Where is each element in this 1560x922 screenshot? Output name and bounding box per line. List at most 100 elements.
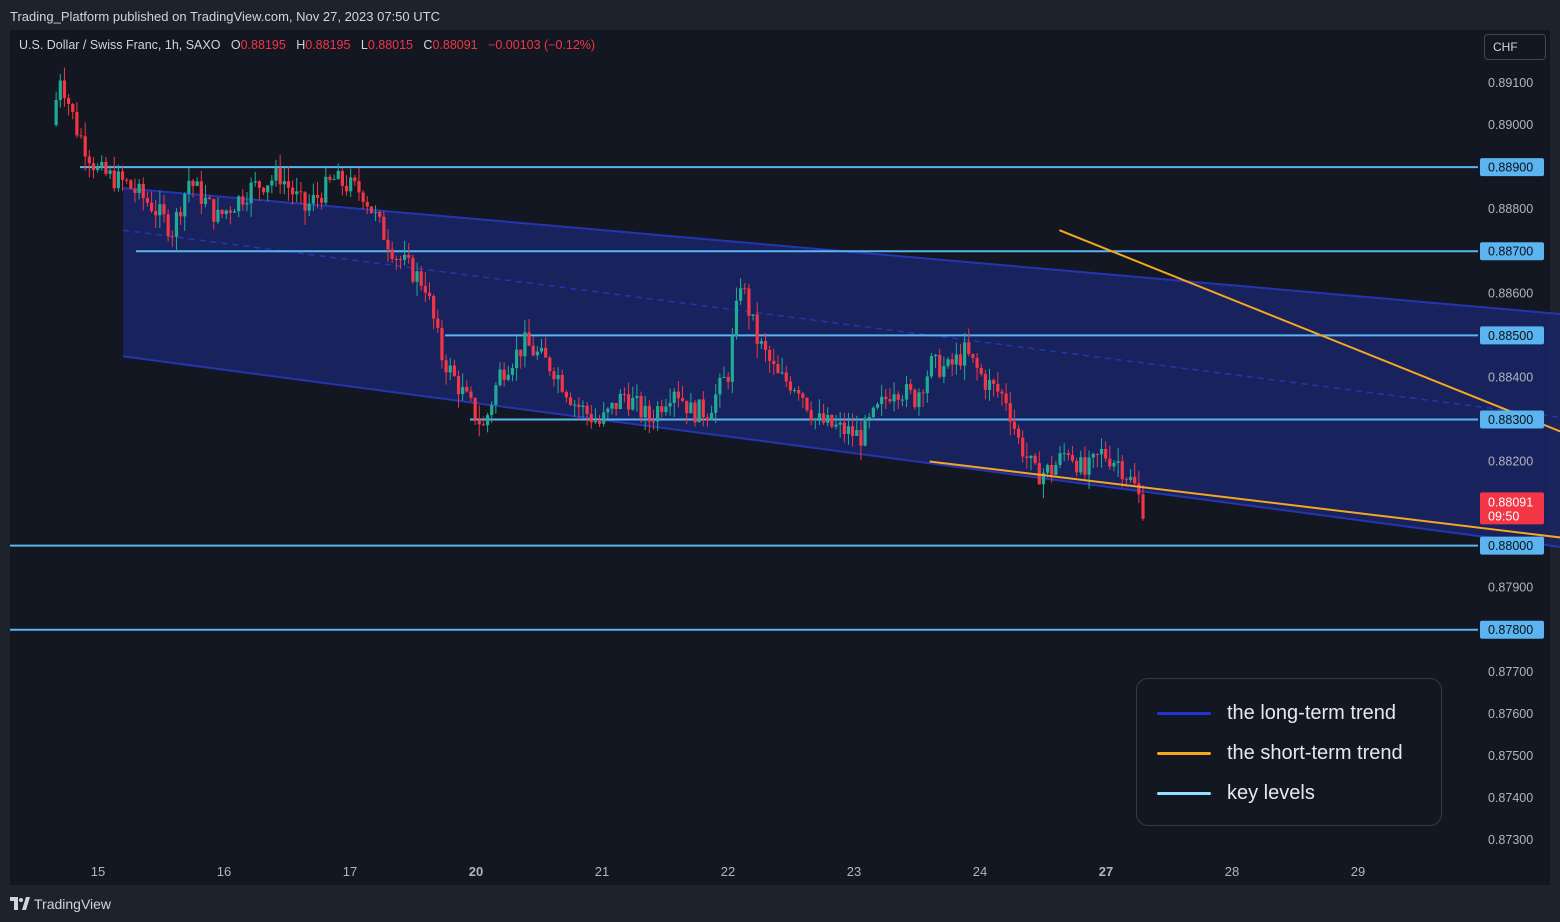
candle-body: [871, 407, 875, 418]
candle-body: [299, 191, 303, 193]
short-term-trend: [929, 229, 1560, 539]
candle-body: [332, 179, 336, 181]
candle-body: [129, 180, 133, 189]
candle-body: [913, 389, 917, 408]
candle-body: [743, 288, 747, 290]
candle-body: [863, 418, 867, 446]
candle-body: [1008, 403, 1012, 422]
candle-body: [1116, 461, 1120, 463]
candle-body: [992, 380, 996, 384]
currency-button[interactable]: CHF: [1484, 34, 1546, 60]
candle-body: [187, 180, 191, 194]
key-level-tag-label: 0.88300: [1488, 413, 1533, 427]
candle-body: [58, 80, 62, 101]
candle-body: [805, 397, 809, 411]
candle-body: [361, 192, 365, 202]
candle-body: [324, 176, 328, 203]
key-level-tag-label: 0.88900: [1488, 161, 1533, 175]
candle-body: [1062, 453, 1066, 455]
candle-body: [303, 192, 307, 211]
candle-body: [548, 357, 552, 372]
price-axis[interactable]: 0.89100 0.89000 0.88900 0.88800 0.88700 0.886…: [1488, 76, 1533, 847]
candle-body: [585, 405, 589, 414]
candle-body: [1041, 472, 1046, 485]
candle-body: [929, 356, 934, 377]
candle-body: [394, 258, 398, 260]
countdown-label: 09:50: [1488, 509, 1519, 523]
candle-body: [403, 254, 407, 260]
candle-body: [925, 376, 929, 394]
candle-body: [647, 405, 651, 422]
candle-body: [1054, 464, 1058, 475]
candle-body: [311, 194, 315, 204]
candle-body: [697, 399, 701, 423]
candle-body: [602, 412, 606, 424]
candle-body: [639, 396, 643, 418]
candle-body: [398, 259, 403, 261]
candle-body: [739, 288, 743, 301]
close-value: 0.88091: [432, 38, 478, 52]
candle-body: [963, 342, 967, 366]
candle-body: [237, 196, 241, 212]
candle-body: [983, 374, 987, 390]
change-value: −0.00103 (−0.12%): [488, 38, 596, 52]
candle-body: [270, 180, 274, 186]
candle-body: [1112, 462, 1116, 467]
brand-name[interactable]: TradingView: [34, 896, 112, 912]
candle-body: [523, 332, 527, 357]
tradingview-logo-icon[interactable]: [10, 897, 30, 911]
key-level-tag: [1480, 326, 1544, 345]
candle-body: [751, 314, 755, 316]
candle-body: [419, 271, 423, 286]
candle-body: [975, 358, 979, 368]
candle-body: [564, 391, 568, 398]
candle-body: [1016, 428, 1021, 438]
candle-body: [71, 103, 75, 112]
candle-body: [199, 181, 203, 204]
candle-body: [568, 397, 573, 405]
key-row-short-term: the short-term trend: [1157, 739, 1437, 769]
candle-body: [531, 345, 535, 356]
channel-mid-line: [123, 229, 1560, 419]
candle-body: [473, 397, 477, 420]
published-text: Trading_Platform published on TradingVie…: [10, 9, 440, 24]
candle-body: [784, 372, 788, 382]
key-label-long-term: the long-term trend: [1227, 702, 1396, 724]
candle-body: [158, 204, 162, 216]
candle-body: [834, 424, 838, 427]
candle-body: [942, 366, 946, 377]
candle-body: [730, 336, 734, 382]
candle-body: [145, 198, 150, 203]
candle-body: [432, 296, 436, 319]
candle-body: [444, 360, 448, 373]
key-level-tag: [1480, 242, 1544, 261]
candle-body: [498, 369, 502, 386]
candle-body: [888, 399, 892, 402]
candle-body: [933, 354, 938, 357]
candle-body: [867, 417, 871, 419]
time-axis[interactable]: 15 16 17 20 21 22 23 24 27 28 29: [91, 864, 1365, 879]
publish-header: Trading_Platform published on TradingVie…: [0, 0, 1560, 30]
candle-body: [510, 367, 515, 375]
price-tick-label: 0.88800: [1488, 202, 1533, 216]
candle-body: [573, 404, 577, 406]
trend-key-legend: the long-term trend the short-term trend…: [1136, 678, 1442, 826]
candle-body: [490, 404, 494, 416]
candle-body: [788, 381, 792, 391]
candle-body: [539, 347, 544, 352]
candle-body: [216, 209, 220, 222]
candle-body: [552, 371, 556, 380]
candle-body: [1124, 479, 1129, 481]
candle-body: [1004, 393, 1008, 404]
candle-body: [91, 163, 96, 171]
time-tick-label: 27: [1099, 864, 1113, 879]
candle-body: [1012, 421, 1017, 429]
candle-body: [987, 380, 992, 390]
candle-body: [581, 405, 585, 408]
key-level-tag: [1480, 158, 1544, 177]
candle-body: [112, 170, 116, 189]
candle-body: [892, 394, 896, 402]
candle-body: [249, 182, 253, 204]
candle-body: [307, 203, 311, 211]
